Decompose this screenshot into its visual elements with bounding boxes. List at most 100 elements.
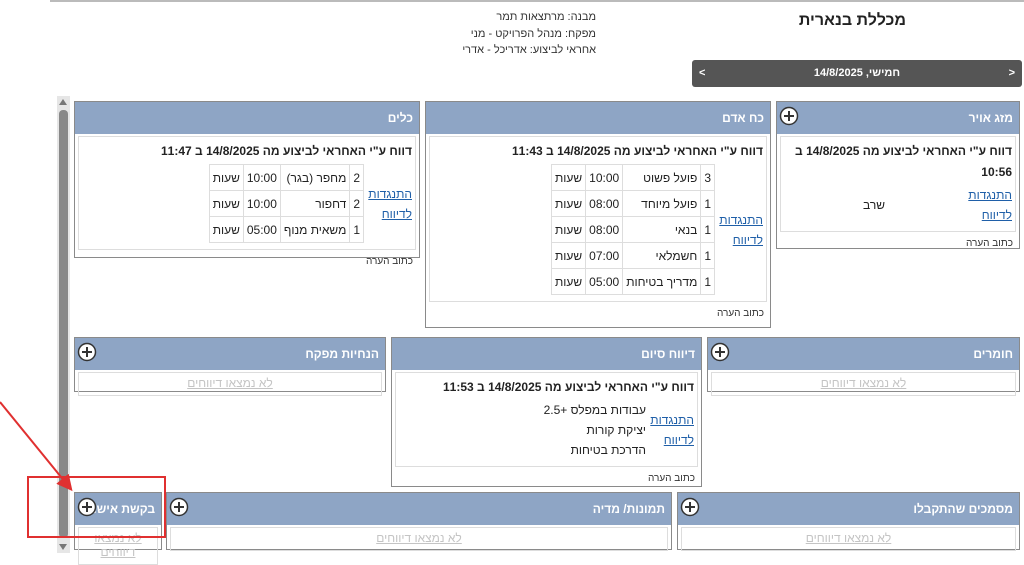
panel-header: תמונות/ מדיה <box>167 493 671 525</box>
report-line: דווח ע"י האחראי לביצוע מה 14/8/2025 ב 11… <box>161 144 412 158</box>
table-cell: 2 <box>349 164 364 191</box>
no-reports[interactable]: לא נמצאו דיווחים <box>681 527 1016 551</box>
site-info: מבנה: מרתצאות תמר מפקח: מנהל הפרויקט - מנ… <box>430 9 596 59</box>
report-item: שרב <box>863 198 885 212</box>
table-row: 1 בנאי 08:00 שעות <box>550 216 715 243</box>
add-icon-graphic <box>710 342 730 362</box>
no-reports[interactable]: לא נמצאו דיווחים <box>170 527 668 551</box>
table-cell: שעות <box>208 216 244 243</box>
panel: בקשת אישור לא נמצאו דיווחים <box>74 492 162 565</box>
scroll-down[interactable] <box>59 544 67 550</box>
panel-header: דיווח סיום <box>392 338 701 370</box>
panel-title: כלים <box>387 111 413 125</box>
info-line: מבנה: מרתצאות תמר <box>496 11 596 23</box>
date-bar: < חמישי, 14/8/2025 > <box>692 60 1022 87</box>
panel: תמונות/ מדיה לא נמצאו דיווחים <box>166 492 672 551</box>
report-row: התנגדות לדיווח 2 מחפר (בגר) 10:00 שעות 2 דחפור… <box>82 164 412 243</box>
scroll-up[interactable] <box>59 99 67 105</box>
panel-body: דווח ע"י האחראי לביצוע מה 14/8/2025 ב 11… <box>395 372 698 467</box>
table-cell: 05:00 <box>585 268 624 295</box>
table-cell: בנאי <box>622 216 702 243</box>
add-button[interactable] <box>710 342 730 365</box>
site-title: מכללת בנארית <box>798 12 906 29</box>
report-line: דווח ע"י האחראי לביצוע מה 14/8/2025 ב 10… <box>795 144 1012 179</box>
table-cell: שעות <box>208 164 244 191</box>
scroll-thumb[interactable] <box>59 110 68 538</box>
panel-header: מזג אויר <box>777 102 1019 134</box>
report-items: שרב <box>863 195 889 215</box>
table-cell: 2 <box>349 190 364 217</box>
add-icon-graphic <box>169 497 189 517</box>
table-cell: 07:00 <box>585 242 624 269</box>
comment-link[interactable]: כתוב הערה <box>365 256 413 267</box>
scrollbar[interactable] <box>57 96 70 553</box>
report-line: דווח ע"י האחראי לביצוע מה 14/8/2025 ב 11… <box>512 144 763 158</box>
table-cell: 10:00 <box>242 190 281 217</box>
panel-title: דיווח סיום <box>641 347 695 361</box>
current-date: חמישי, 14/8/2025 <box>813 67 901 79</box>
table-cell: משאית מנוף <box>279 216 351 243</box>
panel: מסמכים שהתקבלו לא נמצאו דיווחים <box>677 492 1020 551</box>
table-row: 1 פועל מיוחד 08:00 שעות <box>550 190 715 217</box>
table-row: 1 משאית מנוף 05:00 שעות <box>208 216 364 243</box>
dispute-link[interactable]: התנגדות לדיווח <box>968 188 1012 222</box>
panel-title: חומרים <box>973 347 1013 361</box>
report-row: התנגדות לדיווח שרב <box>784 185 1012 225</box>
comment-link[interactable]: כתוב הערה <box>716 308 764 319</box>
dispute-link[interactable]: התנגדות לדיווח <box>368 186 412 221</box>
report-table: 2 מחפר (בגר) 10:00 שעות 2 דחפור 10:00 שעות 1 משאי… <box>208 164 364 243</box>
panel: חומרים לא נמצאו דיווחים <box>707 337 1020 396</box>
panel-body: דווח ע"י האחראי לביצוע מה 14/8/2025 ב 11… <box>429 136 767 302</box>
table-row: 1 מדריך בטיחות 05:00 שעות <box>550 268 715 295</box>
table-cell: מחפר (בגר) <box>279 164 351 191</box>
add-icon-graphic <box>779 106 799 126</box>
table-cell: 1 <box>349 216 364 243</box>
table-row: 3 פועל פשוט 10:00 שעות <box>550 164 715 191</box>
report-row: התנגדות לדיווח עבודות במפלס +2.5 יציקת קור… <box>399 400 694 460</box>
dispute-link[interactable]: התנגדות לדיווח <box>650 413 694 447</box>
panel-header: חומרים <box>708 338 1019 370</box>
table-cell: פועל מיוחד <box>622 190 702 217</box>
comment-link[interactable]: כתוב הערה <box>965 238 1013 249</box>
table-cell: 1 <box>700 190 715 217</box>
panel-header: מסמכים שהתקבלו <box>678 493 1019 525</box>
add-button[interactable] <box>77 497 97 520</box>
no-reports[interactable]: לא נמצאו דיווחים <box>78 527 158 565</box>
no-reports[interactable]: לא נמצאו דיווחים <box>78 372 382 396</box>
table-cell: 1 <box>700 268 715 295</box>
panel-header: בקשת אישור <box>75 493 161 525</box>
report-row: התנגדות לדיווח 3 פועל פשוט 10:00 שעות 1 פועל מ… <box>433 164 763 295</box>
add-button[interactable] <box>779 106 799 129</box>
panel: דיווח סיום דווח ע"י האחראי לביצוע מה 14/8… <box>391 337 702 487</box>
add-icon-graphic <box>77 342 97 362</box>
add-button[interactable] <box>680 497 700 520</box>
add-icon-graphic <box>77 497 97 517</box>
table-cell: שעות <box>550 242 587 269</box>
table-row: 2 דחפור 10:00 שעות <box>208 190 364 217</box>
report-items: עבודות במפלס +2.5 יציקת קורות הדרכת בטיחות <box>544 400 650 460</box>
table-cell: 1 <box>700 216 715 243</box>
report-table: 3 פועל פשוט 10:00 שעות 1 פועל מיוחד 08:00 שעות 1… <box>550 164 715 295</box>
comment-link[interactable]: כתוב הערה <box>647 473 695 484</box>
table-cell: חשמלאי <box>622 242 702 269</box>
panel: כלים דווח ע"י האחראי לביצוע מה 14/8/2025 … <box>74 101 420 267</box>
dispute-link[interactable]: התנגדות לדיווח <box>719 212 763 247</box>
no-reports[interactable]: לא נמצאו דיווחים <box>711 372 1016 396</box>
table-cell: 05:00 <box>242 216 281 243</box>
add-button[interactable] <box>77 342 97 365</box>
report-item: יציקת קורות <box>586 423 647 437</box>
panel-title: הנחיות מפקח <box>305 347 379 361</box>
panel-header: כלים <box>75 102 419 134</box>
next-day[interactable]: > <box>1008 67 1015 79</box>
table-cell: 1 <box>700 242 715 269</box>
panel-header: הנחיות מפקח <box>75 338 385 370</box>
table-cell: שעות <box>550 190 587 217</box>
panel-header: כח אדם <box>426 102 770 134</box>
panel-title: מזג אויר <box>968 111 1013 125</box>
add-button[interactable] <box>169 497 189 520</box>
prev-day[interactable]: < <box>699 67 706 79</box>
table-row: 1 חשמלאי 07:00 שעות <box>550 242 715 269</box>
table-row: 2 מחפר (בגר) 10:00 שעות <box>208 164 364 191</box>
panel: הנחיות מפקח לא נמצאו דיווחים <box>74 337 386 396</box>
